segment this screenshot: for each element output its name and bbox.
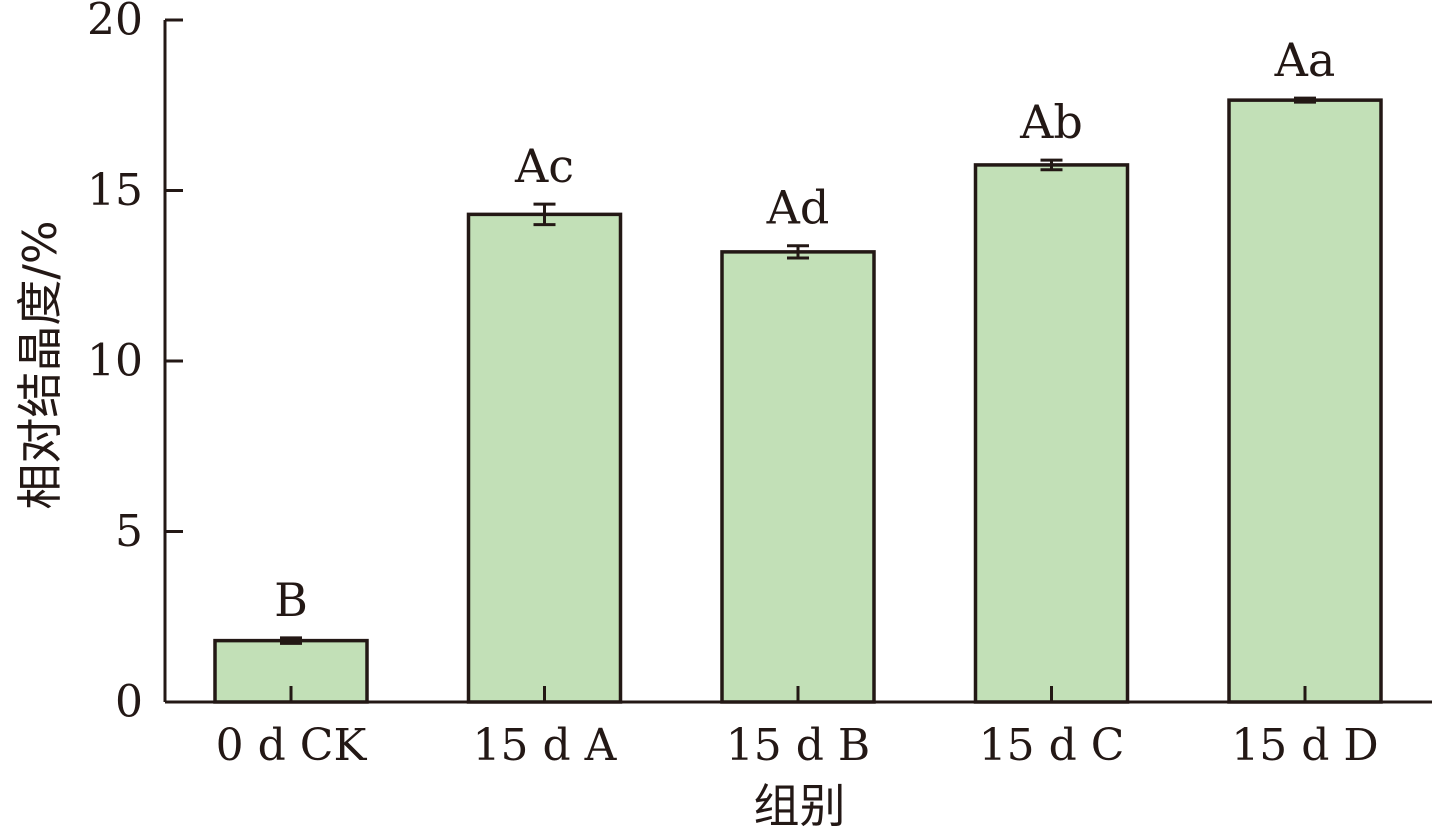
x-tick-label: 15 d D [1231, 720, 1378, 771]
x-axis-title: 组别 [754, 779, 846, 833]
error-bars [280, 96, 1316, 645]
y-tick-label: 10 [87, 336, 143, 387]
significance-labels: B Ac Ad Ab Aa [274, 33, 1335, 627]
y-tick-label: 20 [87, 0, 143, 46]
bar [466, 212, 623, 704]
significance-label: Ab [1019, 95, 1083, 149]
y-axis-ticks: 0 5 10 15 20 [87, 0, 183, 728]
y-tick-label: 0 [115, 677, 143, 728]
significance-label: Ad [766, 181, 830, 235]
significance-label: Ac [514, 139, 574, 193]
y-tick-label: 15 [87, 165, 143, 216]
x-tick-label: 15 d B [726, 720, 870, 771]
x-tick-label: 15 d C [979, 720, 1125, 771]
error-bar [533, 202, 556, 227]
error-bar [1294, 96, 1316, 104]
bar [1227, 98, 1383, 704]
x-tick-label: 0 d CK [216, 720, 368, 771]
x-tick-label: 15 d A [473, 720, 618, 771]
error-bar [280, 636, 302, 645]
significance-label: B [274, 573, 308, 627]
bar [973, 163, 1130, 704]
y-tick-label: 5 [115, 506, 143, 557]
bars [213, 98, 1383, 704]
error-bar [1040, 158, 1063, 172]
x-axis-labels: 0 d CK 15 d A 15 d B 15 d C 15 d D [216, 686, 1379, 771]
bar [720, 250, 876, 704]
significance-label: Aa [1274, 33, 1336, 87]
error-bar [787, 244, 809, 260]
y-axis-title: 相对结晶度/% [13, 220, 67, 509]
